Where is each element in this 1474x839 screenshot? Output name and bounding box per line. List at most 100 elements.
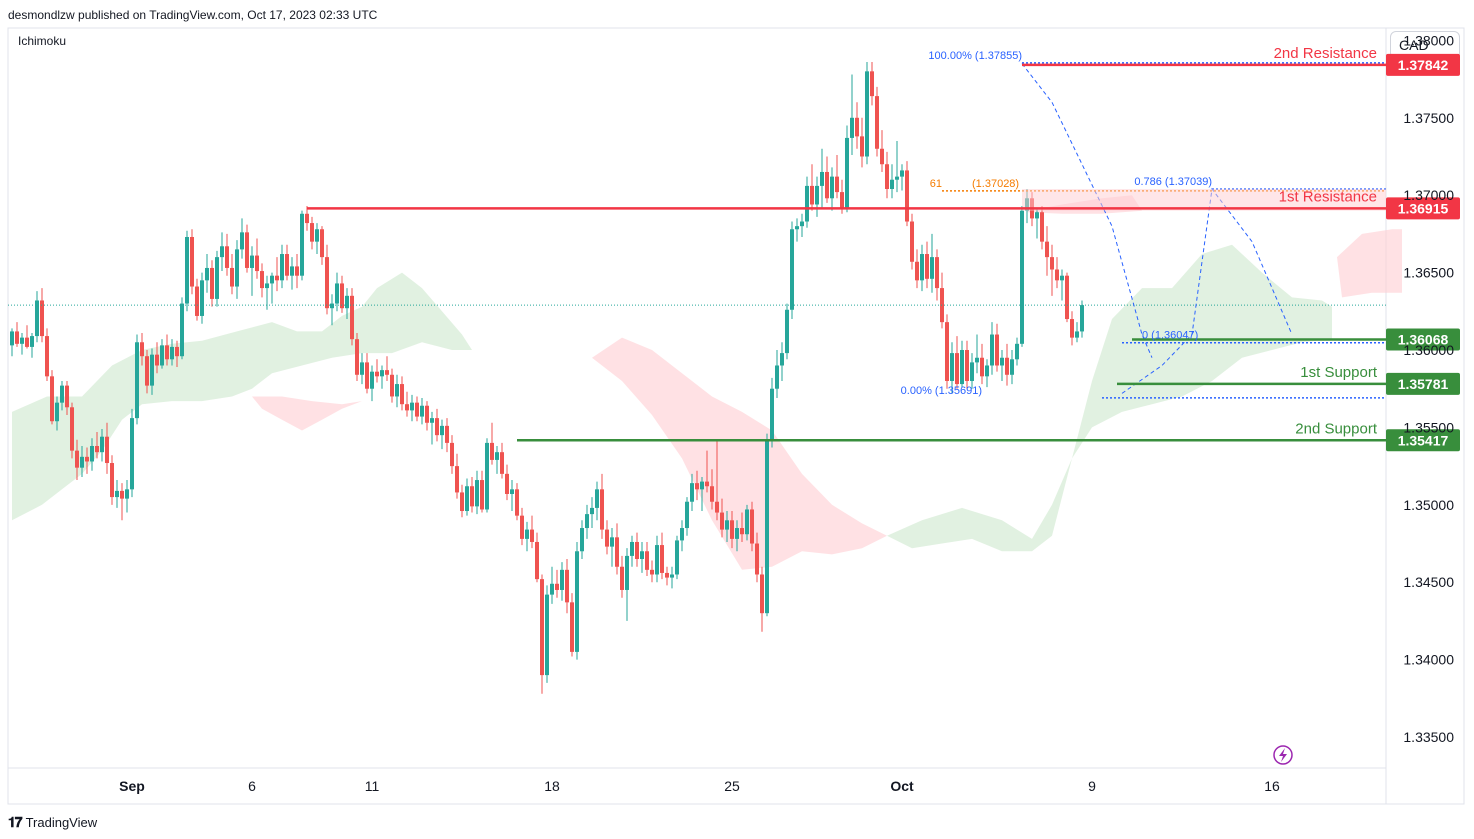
candle-body [555, 583, 559, 590]
candle-body [585, 514, 589, 529]
candle-body [755, 543, 759, 575]
candle-body [825, 171, 829, 199]
candle-body [675, 540, 679, 575]
candle-body [270, 275, 274, 284]
candle-body [230, 267, 234, 287]
candle-body [885, 164, 889, 190]
candle-body [355, 339, 359, 375]
candle-body [470, 486, 474, 507]
candle-body [95, 445, 99, 453]
candle-body [680, 528, 684, 541]
candle-body [185, 236, 189, 304]
tradingview-logo-icon: 𝟏𝟕 [8, 814, 23, 830]
candle-body [650, 569, 654, 575]
level-price-label: 1.37842 [1398, 57, 1449, 73]
candle-body [935, 257, 939, 289]
candle-body [595, 489, 599, 508]
candle-body [875, 96, 879, 149]
candle-body [425, 405, 429, 423]
candle-body [325, 257, 329, 309]
candle-body [500, 452, 504, 474]
level-price-label: 1.35417 [1398, 432, 1449, 448]
candle-body [945, 322, 949, 381]
candle-body [565, 569, 569, 603]
level-price-badge [1386, 53, 1460, 76]
candle-body [225, 246, 229, 268]
candle-body [665, 572, 669, 578]
candle-body [640, 551, 644, 560]
footer-brand[interactable]: 𝟏𝟕 TradingView [8, 814, 97, 831]
candle-body [215, 257, 219, 299]
candle-body [410, 402, 414, 411]
candle-body [180, 303, 184, 357]
candle-body [220, 246, 224, 258]
candle-body [460, 492, 464, 512]
candle-body [1040, 212, 1044, 242]
candle-body [590, 507, 594, 515]
x-tick-label: Oct [890, 778, 914, 794]
candle-body [780, 353, 784, 366]
ichimoku-cloud-bullish [887, 244, 1332, 552]
candle-body [800, 221, 804, 227]
candle-body [1065, 275, 1069, 320]
candle-body [60, 385, 64, 403]
candle-body [530, 529, 534, 542]
candle-body [1080, 305, 1084, 332]
candle-body [705, 481, 709, 487]
candle-body [405, 404, 409, 411]
candle-body [790, 229, 794, 310]
candle-body [45, 336, 49, 377]
candle-body [1060, 275, 1064, 281]
level-name-label: 2nd Support [1295, 420, 1378, 437]
fib-level-label: 100.00% (1.37855) [928, 50, 1022, 62]
x-tick-label: 6 [248, 778, 256, 794]
candle-body [865, 71, 869, 157]
y-tick-label: 1.35000 [1403, 497, 1454, 513]
candle-body [160, 345, 164, 366]
candle-body [915, 261, 919, 281]
candle-body [545, 594, 549, 676]
candle-body [175, 346, 179, 357]
candle-body [575, 551, 579, 652]
level-name-label: 1st Support [1300, 364, 1378, 381]
candle-body [135, 342, 139, 419]
candle-body [90, 445, 94, 462]
candle-body [400, 384, 404, 405]
candle-body [990, 334, 994, 366]
indicator-label[interactable]: Ichimoku [18, 34, 67, 48]
candle-body [560, 569, 564, 590]
candle-body [835, 176, 839, 193]
candle-body [385, 370, 389, 375]
candle-body [205, 267, 209, 281]
candle-body [335, 283, 339, 304]
candle-body [65, 385, 69, 408]
candle-body [445, 425, 449, 443]
candle-body [580, 528, 584, 552]
candle-body [75, 450, 79, 468]
y-tick-label: 1.37000 [1403, 187, 1454, 203]
candle-body [605, 529, 609, 547]
lightning-icon[interactable] [1273, 745, 1293, 765]
candle-body [850, 117, 854, 138]
candle-body [140, 342, 144, 357]
candle-body [635, 541, 639, 560]
level-name-label: 2nd Resistance [1274, 45, 1377, 62]
candle-body [35, 300, 39, 337]
ichimoku-cloud-bearish [1337, 229, 1402, 298]
candle-body [735, 528, 739, 539]
candle-body [720, 512, 724, 530]
y-tick-label: 1.34000 [1403, 652, 1454, 668]
x-tick-label: Sep [119, 778, 145, 794]
candle-body [765, 441, 769, 614]
candle-body [1000, 357, 1004, 366]
candle-body [455, 466, 459, 493]
candle-body [900, 170, 904, 177]
candle-body [105, 436, 109, 464]
candle-body [895, 176, 899, 180]
level-price-label: 1.35781 [1398, 376, 1449, 392]
candle-body [870, 71, 874, 97]
candle-body [110, 463, 114, 498]
candle-body [395, 384, 399, 397]
candle-body [195, 286, 199, 316]
